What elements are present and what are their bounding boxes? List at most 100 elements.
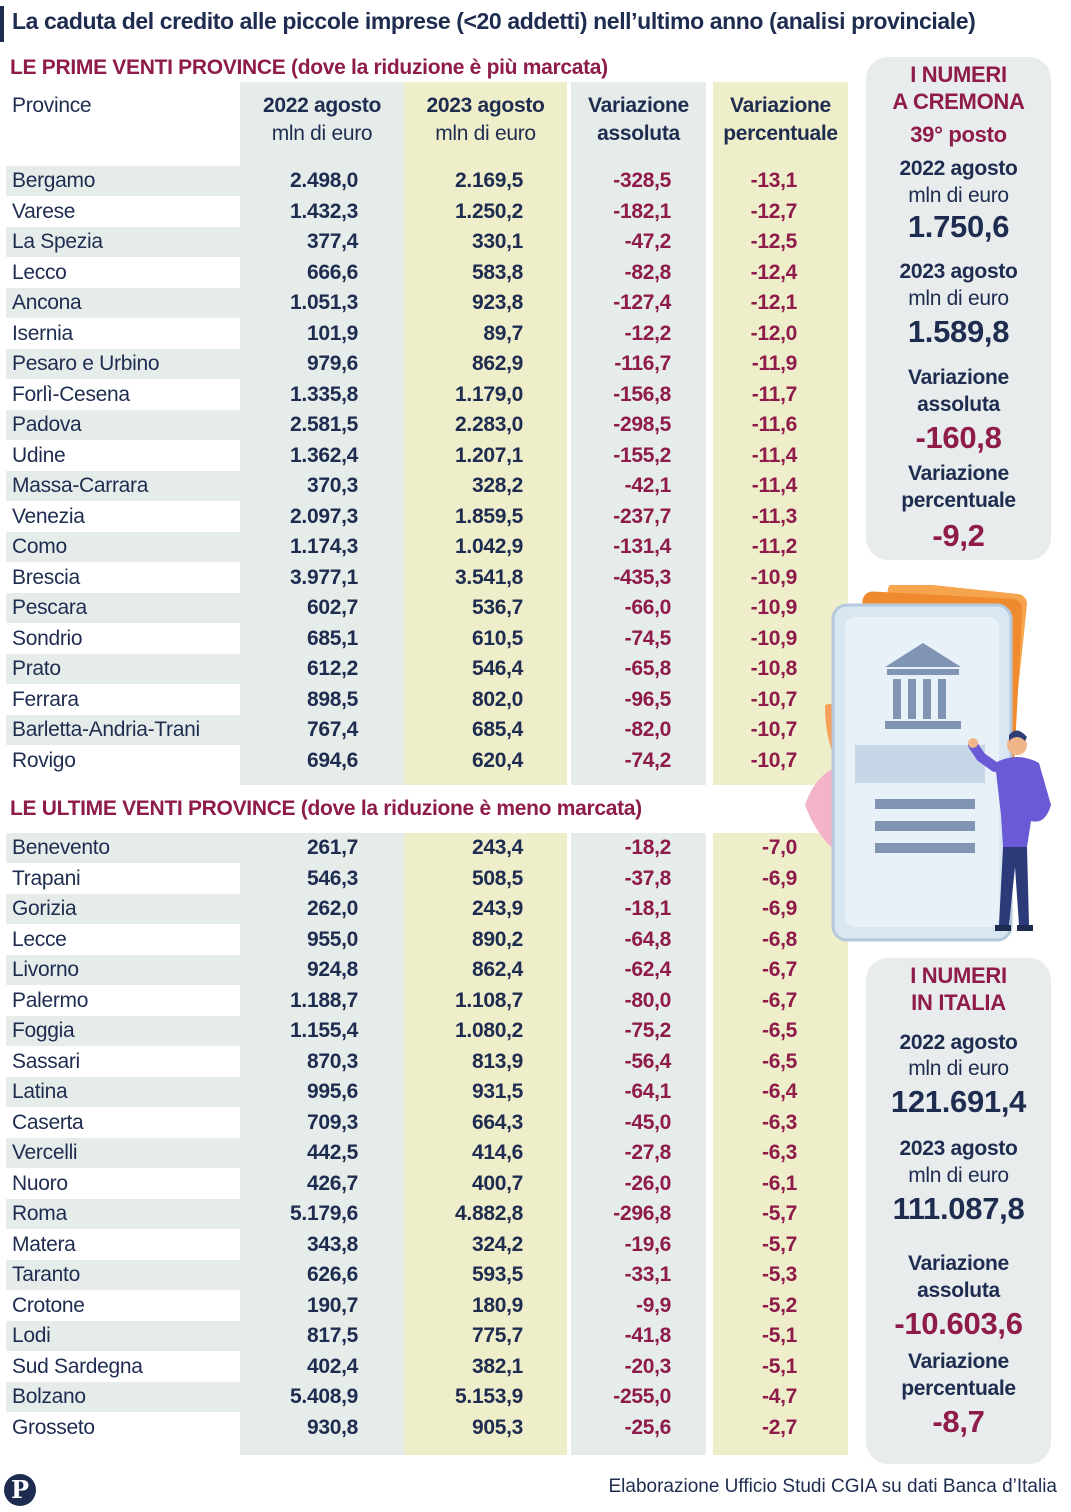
column-bg-pct	[713, 82, 848, 785]
value-2023-cell: 330,1	[471, 230, 523, 253]
province-cell: Venezia	[12, 504, 85, 528]
bank-document-illustration	[805, 585, 1051, 942]
value-2022-cell: 402,4	[306, 1354, 358, 1378]
abs-variation-cell: -74,5	[624, 626, 672, 650]
column-bg-abs-bottom	[571, 833, 706, 1455]
abs-variation-cell: -26,0	[624, 1171, 672, 1195]
column-bg-pct-bottom	[713, 833, 848, 1455]
pct-variation-cell: -11,9	[751, 352, 798, 375]
row-band	[6, 288, 240, 318]
abs-variation-cell: -62,4	[624, 958, 672, 981]
pct-variation-cell: -6,9	[762, 866, 797, 890]
value-2022-cell: 626,6	[306, 1263, 358, 1286]
abs-variation-cell: -131,4	[613, 535, 671, 558]
pct-variation-cell: -6,7	[762, 958, 797, 981]
value-2023-cell: 610,5	[471, 626, 523, 650]
pct-variation-cell: -11,7	[751, 382, 798, 406]
province-cell: Roma	[12, 1202, 67, 1225]
value-2022-cell: 343,8	[306, 1232, 358, 1256]
pct-variation-cell: -5,1	[762, 1354, 797, 1378]
pct-variation-cell: -6,1	[762, 1171, 797, 1195]
pct-variation-cell: -11,4	[751, 474, 798, 497]
abs-variation-cell: -56,4	[624, 1049, 672, 1073]
value-2023-cell: 775,7	[471, 1324, 523, 1347]
abs-variation-cell: -96,5	[624, 687, 672, 711]
pct-variation-cell: -12,0	[750, 321, 798, 345]
abs-variation-cell: -296,8	[613, 1202, 671, 1225]
pct-variation-cell: -6,4	[762, 1080, 797, 1103]
row-band	[6, 1321, 240, 1351]
row-band	[6, 593, 240, 623]
header-pct: Variazione percentuale	[713, 92, 848, 148]
abs-variation-cell: -19,6	[624, 1232, 672, 1256]
province-cell: Padova	[12, 413, 82, 436]
cremona-pct-value: -9,2	[932, 518, 985, 553]
value-2022-cell: 709,3	[306, 1110, 358, 1134]
value-2023-cell: 546,4	[471, 657, 523, 680]
pct-variation-cell: -10,9	[750, 626, 798, 650]
value-2022-cell: 370,3	[306, 474, 358, 497]
cremona-abs-label-line2: assoluta	[917, 393, 1000, 416]
value-2022-cell: 442,5	[306, 1141, 358, 1164]
province-cell: Taranto	[12, 1263, 80, 1286]
pct-variation-cell: -6,9	[762, 897, 797, 920]
abs-variation-cell: -64,1	[624, 1080, 672, 1103]
value-2022-cell: 1.335,8	[290, 382, 358, 406]
italia-abs-label-line2: assoluta	[917, 1279, 1000, 1302]
province-cell: Rovigo	[12, 748, 76, 772]
cremona-2022-value: 1.750,6	[907, 209, 1010, 244]
header-abs: Variazione assoluta	[571, 92, 706, 148]
italia-card: I NUMERI IN ITALIA 2022 agosto mln di eu…	[866, 958, 1051, 1464]
value-2022-cell: 666,6	[306, 260, 358, 284]
province-cell: Isernia	[12, 321, 73, 345]
cremona-2023-unit: mln di euro	[908, 287, 1009, 310]
row-band	[6, 1260, 240, 1290]
province-cell: Trapani	[12, 866, 81, 890]
column-bg-2022	[240, 82, 404, 785]
value-2023-cell: 4.882,8	[455, 1202, 523, 1225]
province-cell: Grosseto	[12, 1415, 95, 1439]
pct-variation-cell: -10,8	[750, 657, 798, 680]
value-2022-cell: 870,3	[306, 1049, 358, 1073]
cremona-2022-label: 2022 agosto	[899, 157, 1018, 180]
province-cell: Vercelli	[12, 1141, 78, 1164]
value-2023-cell: 1.042,9	[455, 535, 523, 558]
value-2022-cell: 2.581,5	[290, 413, 358, 436]
value-2022-cell: 261,7	[306, 836, 358, 859]
province-cell: Prato	[12, 657, 61, 680]
value-2023-cell: 1.080,2	[455, 1019, 523, 1042]
value-2023-cell: 664,3	[471, 1110, 523, 1134]
header-pct-line2: percentuale	[723, 122, 838, 145]
header-province-label: Province	[12, 94, 92, 117]
province-cell: Gorizia	[12, 897, 77, 920]
province-cell: Pescara	[12, 596, 87, 619]
cremona-2022-unit: mln di euro	[908, 184, 1009, 207]
value-2023-cell: 243,9	[471, 897, 523, 920]
province-cell: Bolzano	[12, 1385, 86, 1408]
cremona-pct-label-line1: Variazione	[908, 462, 1009, 485]
row-band	[6, 349, 240, 379]
value-2023-cell: 923,8	[471, 291, 523, 314]
value-2023-cell: 802,0	[471, 687, 523, 711]
column-bg-2022-bottom	[240, 833, 404, 1455]
value-2022-cell: 426,7	[306, 1171, 358, 1195]
value-2023-cell: 1.207,1	[455, 443, 523, 467]
value-2023-cell: 685,4	[471, 718, 523, 741]
value-2023-cell: 89,7	[483, 321, 523, 345]
value-2023-cell: 1.250,2	[455, 199, 523, 223]
pct-variation-cell: -11,6	[751, 413, 798, 436]
row-band	[6, 532, 240, 562]
province-cell: Livorno	[12, 958, 79, 981]
abs-variation-cell: -75,2	[624, 1019, 672, 1042]
cremona-abs-label-line1: Variazione	[908, 366, 1009, 389]
abs-variation-cell: -156,8	[613, 382, 671, 406]
abs-variation-cell: -298,5	[613, 413, 671, 436]
row-band	[6, 1138, 240, 1168]
pct-variation-cell: -10,7	[750, 718, 798, 741]
header-2022-line1: 2022 agosto	[262, 94, 382, 117]
abs-variation-cell: -116,7	[614, 352, 671, 375]
value-2023-cell: 813,9	[471, 1049, 523, 1073]
value-2023-cell: 862,4	[471, 958, 523, 981]
province-cell: Como	[12, 535, 67, 558]
italia-title-line2: IN ITALIA	[911, 990, 1006, 1015]
